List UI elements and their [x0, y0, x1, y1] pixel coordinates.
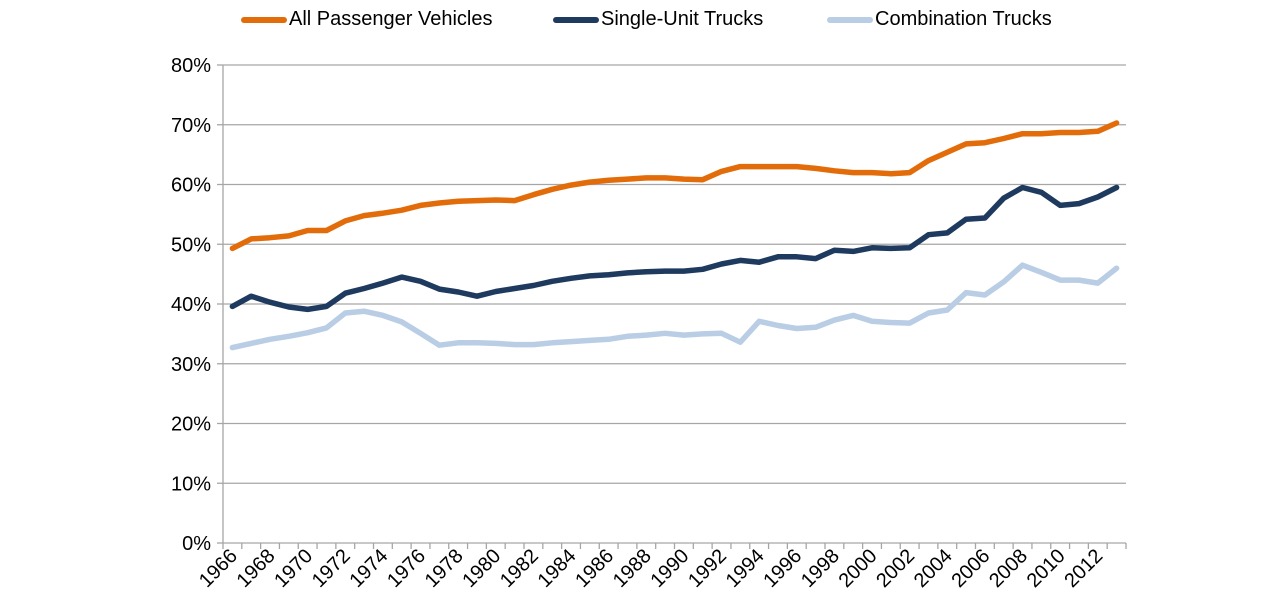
x-tick-label: 1992 [684, 545, 731, 592]
x-tick-label: 2012 [1060, 545, 1107, 592]
y-tick-label: 60% [171, 175, 211, 197]
x-tick-label: 2002 [872, 545, 919, 592]
x-tick-label: 1980 [458, 545, 505, 592]
legend-item-combination-trucks: Combination Trucks [827, 8, 1052, 31]
legend-label: All Passenger Vehicles [289, 8, 493, 30]
legend-item-all-passenger-vehicles: All Passenger Vehicles [241, 8, 492, 31]
series-line-combination-trucks [229, 262, 1120, 351]
x-tick-label: 2004 [910, 545, 957, 592]
y-tick-label: 80% [171, 55, 211, 77]
gridlines [223, 64, 1126, 484]
x-tick-label: 1976 [383, 545, 430, 592]
x-tick-label: 1982 [496, 545, 543, 592]
x-tick-label: 1994 [722, 545, 769, 592]
y-tick-label: 70% [171, 115, 211, 137]
x-tick-label: 1972 [308, 545, 355, 592]
y-tick-label: 0% [182, 533, 211, 555]
legend-label: Single-Unit Trucks [601, 8, 764, 30]
x-tick-label: 1996 [759, 545, 806, 592]
legend-label: Combination Trucks [875, 8, 1052, 30]
legend-swatch [553, 16, 599, 23]
legend-swatch [827, 16, 873, 23]
x-axis: 1966196819701972197419761978198019821984… [195, 542, 1127, 592]
x-tick-label: 2008 [985, 545, 1032, 592]
y-axis: 0% 10% 20% 30% 40% 50% 60% 70% 80% [171, 55, 224, 555]
y-tick-label: 50% [171, 234, 211, 256]
y-tick-label: 10% [171, 473, 211, 495]
x-tick-label: 2000 [835, 545, 882, 592]
x-tick-label: 1984 [534, 545, 581, 592]
y-tick-label: 20% [171, 414, 211, 436]
series-line-single-unit-trucks [229, 184, 1120, 313]
x-tick-label: 1998 [797, 545, 844, 592]
x-tick-label: 1970 [270, 545, 317, 592]
legend-swatch [241, 16, 287, 23]
x-tick-label: 1988 [609, 545, 656, 592]
x-tick-label: 1974 [345, 545, 392, 592]
x-tick-label: 2006 [947, 545, 994, 592]
y-tick-label: 30% [171, 354, 211, 376]
series-line-all-passenger-vehicles [229, 120, 1120, 252]
series-lines [229, 120, 1120, 351]
x-tick-label: 1978 [421, 545, 468, 592]
x-tick-label: 1986 [571, 545, 618, 592]
legend-item-single-unit-trucks: Single-Unit Trucks [553, 8, 763, 31]
y-tick-label: 40% [171, 294, 211, 316]
x-tick-label: 1990 [646, 545, 693, 592]
x-tick-label: 2010 [1023, 545, 1070, 592]
x-tick-label: 1968 [233, 545, 280, 592]
chart-legend: All Passenger Vehicles Single-Unit Truck… [0, 8, 1264, 38]
